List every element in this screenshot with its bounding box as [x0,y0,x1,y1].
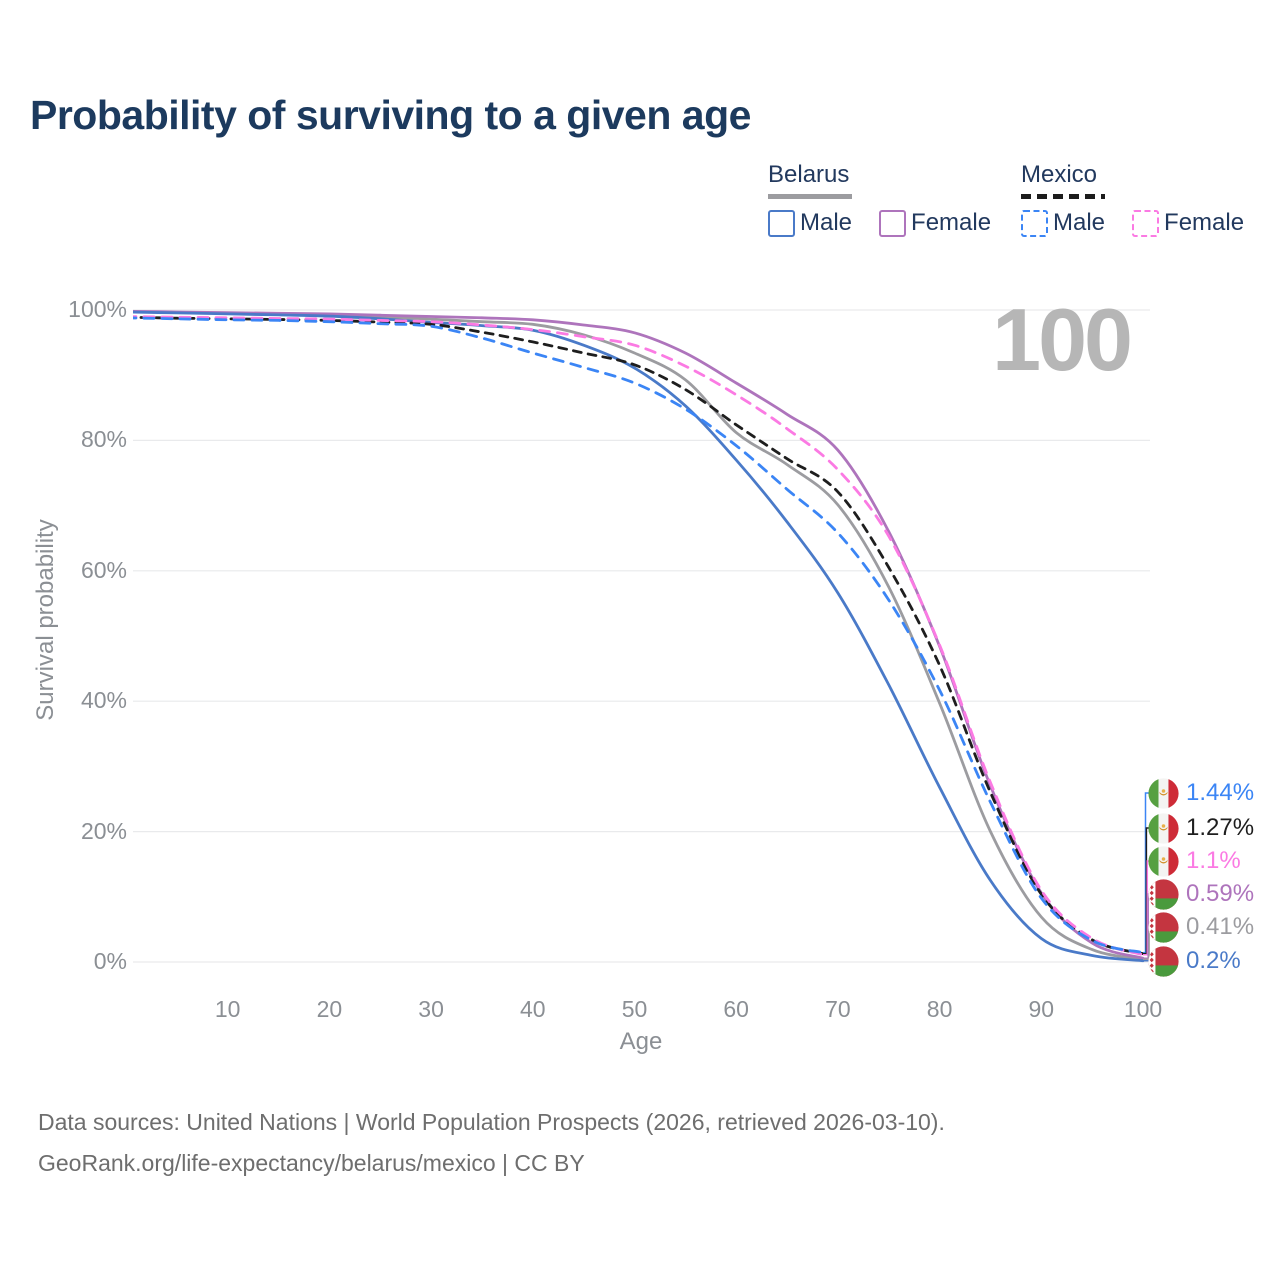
end-label-belarus_total: 0.41% [1148,911,1254,943]
legend-group-belarus: Belarus Male Female [768,161,991,237]
legend-country-mexico[interactable]: Mexico [1021,161,1098,188]
legend-item-belarus-female[interactable]: Female [879,209,991,237]
belarus-solid-line-swatch [768,194,852,199]
mexico-dashed-line-swatch [1021,194,1105,199]
legend-label: Male [800,209,853,236]
hover-age-readout: 100 [992,290,1133,389]
curve-mexico_female[interactable] [126,315,1145,957]
legend-group-mexico: Mexico Male Female [1021,161,1244,237]
curve-belarus_total[interactable] [126,310,1145,961]
x-tick-label: 70 [825,996,851,1022]
footer-line-2: GeoRank.org/life-expectancy/belarus/mexi… [38,1150,585,1176]
x-tick-label: 30 [418,996,444,1022]
mexico-female-checkbox[interactable] [1132,209,1160,237]
end-label-value: 1.27% [1186,814,1255,841]
curve-belarus_male[interactable] [126,310,1145,963]
legend-item-belarus-male[interactable]: Male [768,209,852,237]
belarus-flag-icon [1148,878,1179,910]
y-tick-label: 0% [93,948,127,974]
legend-label: Male [1053,209,1106,236]
x-tick-label: 10 [214,996,241,1022]
end-label-value: 1.1% [1186,847,1241,874]
y-tick-label: 100% [68,296,127,322]
y-tick-label: 20% [80,817,127,844]
legend-country-belarus[interactable]: Belarus [768,161,850,188]
curve-belarus_female[interactable] [126,309,1145,960]
mexico-male-checkbox[interactable] [1021,209,1048,237]
y-tick-label: 40% [80,687,127,714]
curve-mexico_total[interactable] [126,315,1145,956]
end-label-value: 0.41% [1186,913,1255,940]
footer-line-1: Data sources: United Nations | World Pop… [38,1109,945,1135]
y-tick-label: 60% [80,556,127,583]
belarus-male-checkbox[interactable] [768,209,795,237]
mexico-flag-icon [1148,845,1179,877]
x-tick-label: 90 [1028,996,1055,1022]
curve-mexico_male[interactable] [126,316,1145,954]
belarus-flag-icon [1148,945,1179,977]
belarus-flag-icon [1148,911,1179,943]
x-tick-label: 50 [621,996,648,1022]
belarus-female-checkbox[interactable] [879,209,907,237]
end-label-mexico_female: 1.1% [1148,845,1241,877]
legend-item-mexico-female[interactable]: Female [1132,209,1244,237]
end-label-belarus_female: 0.59% [1148,878,1254,910]
end-label-belarus_male: 0.2% [1148,945,1241,977]
mexico-flag-icon [1148,812,1179,844]
mexico-flag-icon [1148,777,1179,809]
end-label-value: 0.2% [1186,947,1241,974]
x-tick-label: 60 [723,996,749,1022]
legend-label: Female [1164,209,1245,236]
end-label-mexico_total: 1.27% [1148,812,1254,844]
x-tick-label: 100 [1123,996,1163,1022]
legend-item-mexico-male[interactable]: Male [1021,209,1105,237]
end-label-mexico_male: 1.44% [1148,777,1254,809]
x-axis-title: Age [619,1028,663,1055]
end-label-value: 1.44% [1186,779,1255,806]
data-source-footer: Data sources: United Nations | World Pop… [38,1102,945,1184]
x-tick-label: 80 [926,996,953,1022]
end-label-value: 0.59% [1186,880,1255,907]
y-tick-label: 80% [80,426,127,453]
x-tick-label: 40 [520,996,546,1022]
legend-label: Female [911,209,992,236]
gridlines [133,309,1150,963]
x-tick-label: 20 [316,996,343,1022]
page-title: Probability of surviving to a given age [30,92,751,138]
